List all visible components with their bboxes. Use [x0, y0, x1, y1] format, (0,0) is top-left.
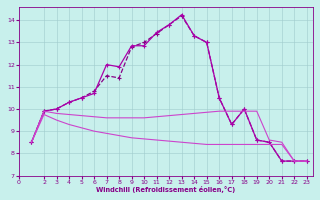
X-axis label: Windchill (Refroidissement éolien,°C): Windchill (Refroidissement éolien,°C): [96, 186, 236, 193]
